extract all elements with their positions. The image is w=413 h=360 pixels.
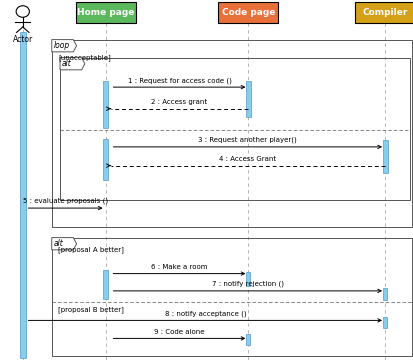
Text: [proposal B better]: [proposal B better] bbox=[58, 307, 123, 314]
Text: [proposal A better]: [proposal A better] bbox=[58, 247, 123, 253]
Text: Code page: Code page bbox=[221, 8, 274, 17]
Bar bbox=[382, 317, 386, 328]
Bar bbox=[75, 2, 135, 23]
Bar bbox=[245, 272, 249, 286]
Polygon shape bbox=[52, 40, 76, 52]
Text: 2 : Access grant: 2 : Access grant bbox=[151, 99, 207, 105]
Bar bbox=[52, 238, 411, 356]
Bar bbox=[382, 140, 387, 173]
Text: 7 : notify rejection (): 7 : notify rejection () bbox=[211, 281, 283, 287]
Bar bbox=[218, 2, 278, 23]
Bar bbox=[245, 334, 249, 345]
Text: 4 : Access Grant: 4 : Access Grant bbox=[219, 156, 275, 162]
Polygon shape bbox=[60, 58, 85, 70]
Bar bbox=[245, 81, 250, 117]
Bar bbox=[102, 270, 107, 299]
Bar bbox=[102, 81, 107, 128]
Text: 9 : Code alone: 9 : Code alone bbox=[154, 329, 204, 335]
Bar bbox=[382, 288, 386, 300]
Text: Home page: Home page bbox=[77, 8, 134, 17]
Bar bbox=[60, 58, 409, 200]
Polygon shape bbox=[52, 238, 76, 250]
Text: 6 : Make a room: 6 : Make a room bbox=[151, 264, 207, 270]
Text: 8 : notify acceptance (): 8 : notify acceptance () bbox=[164, 310, 246, 317]
Text: [unacceptable]: [unacceptable] bbox=[58, 55, 110, 62]
Bar bbox=[354, 2, 413, 23]
Text: Compiler: Compiler bbox=[361, 8, 407, 17]
Text: 3 : Request another player(): 3 : Request another player() bbox=[198, 137, 297, 143]
Text: Actor: Actor bbox=[13, 35, 33, 44]
Bar bbox=[102, 139, 107, 180]
Text: alt: alt bbox=[62, 59, 72, 68]
Text: 5 : evaluate proposals (): 5 : evaluate proposals () bbox=[23, 198, 108, 204]
Text: 1 : Request for access code (): 1 : Request for access code () bbox=[127, 77, 231, 84]
Text: loop: loop bbox=[54, 41, 70, 50]
Bar bbox=[20, 32, 26, 358]
Text: alt: alt bbox=[54, 239, 64, 248]
Bar bbox=[52, 40, 411, 227]
